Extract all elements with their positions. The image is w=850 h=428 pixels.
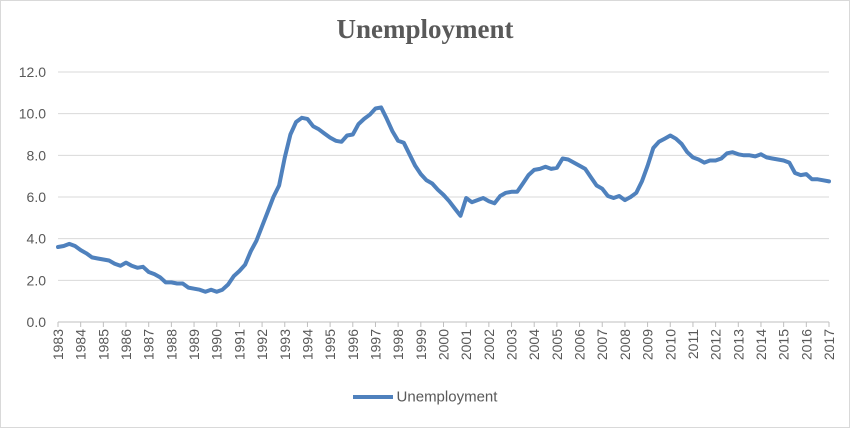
x-tick-label: 2011 — [685, 329, 701, 359]
legend-swatch — [352, 395, 393, 400]
x-tick-label: 1997 — [367, 329, 383, 360]
y-tick-label: 4.0 — [27, 231, 47, 247]
y-tick-label: 6.0 — [27, 189, 47, 205]
y-tick-label: 0.0 — [27, 314, 47, 330]
x-tick-label: 2004 — [526, 329, 542, 360]
x-tick-label: 1986 — [118, 329, 134, 360]
x-tick-label: 1990 — [209, 329, 225, 360]
x-tick-label: 2006 — [572, 329, 588, 360]
y-tick-label: 8.0 — [27, 147, 47, 163]
x-tick-label: 2005 — [549, 329, 565, 360]
y-tick-label: 10.0 — [19, 106, 46, 122]
x-tick-label: 1994 — [299, 329, 315, 360]
x-tick-label: 2016 — [798, 329, 814, 360]
x-tick-label: 2001 — [458, 329, 474, 360]
x-tick-label: 1985 — [95, 329, 111, 360]
y-tick-label: 12.0 — [19, 64, 46, 80]
x-tick-label: 2012 — [708, 329, 724, 360]
x-tick-label: 2009 — [640, 329, 656, 360]
x-tick-label: 1984 — [73, 329, 89, 360]
y-axis-ticks: 0.0 2.0 4.0 6.0 8.0 10.0 12.0 — [19, 64, 46, 330]
x-tick-label: 1999 — [413, 329, 429, 360]
x-tick-label: 1992 — [254, 329, 270, 360]
x-tick-label: 2003 — [504, 329, 520, 360]
y-tick-label: 2.0 — [27, 272, 47, 288]
series-group — [56, 105, 831, 294]
series-line-0 — [56, 105, 831, 294]
x-tick-label: 1988 — [163, 329, 179, 360]
gridlines — [58, 71, 829, 323]
x-tick-label: 2008 — [617, 329, 633, 360]
x-tick-label: 2017 — [821, 329, 837, 360]
x-tick-label: 1987 — [141, 329, 157, 360]
x-tick-label: 2010 — [662, 329, 678, 360]
x-tick-label: 2014 — [753, 329, 769, 360]
x-tick-label: 2000 — [436, 329, 452, 360]
legend: Unemployment — [0, 388, 850, 406]
x-axis-ticks: 1983 1984 1985 1986 1987 1988 1989 1990 1991 1992… — [50, 322, 837, 360]
x-tick-label: 1991 — [231, 329, 247, 360]
x-tick-label: 2013 — [730, 329, 746, 360]
x-tick-label: 1998 — [390, 329, 406, 360]
x-tick-label: 2007 — [594, 329, 610, 360]
x-tick-label: 1996 — [345, 329, 361, 360]
x-tick-label: 1983 — [50, 329, 66, 360]
x-tick-label: 1995 — [322, 329, 338, 360]
legend-label: Unemployment — [396, 388, 498, 406]
x-tick-label: 1993 — [277, 329, 293, 360]
x-tick-label: 2015 — [776, 329, 792, 360]
x-tick-label: 2002 — [481, 329, 497, 360]
x-tick-label: 1989 — [186, 329, 202, 360]
chart-title: Unemployment — [336, 14, 514, 44]
